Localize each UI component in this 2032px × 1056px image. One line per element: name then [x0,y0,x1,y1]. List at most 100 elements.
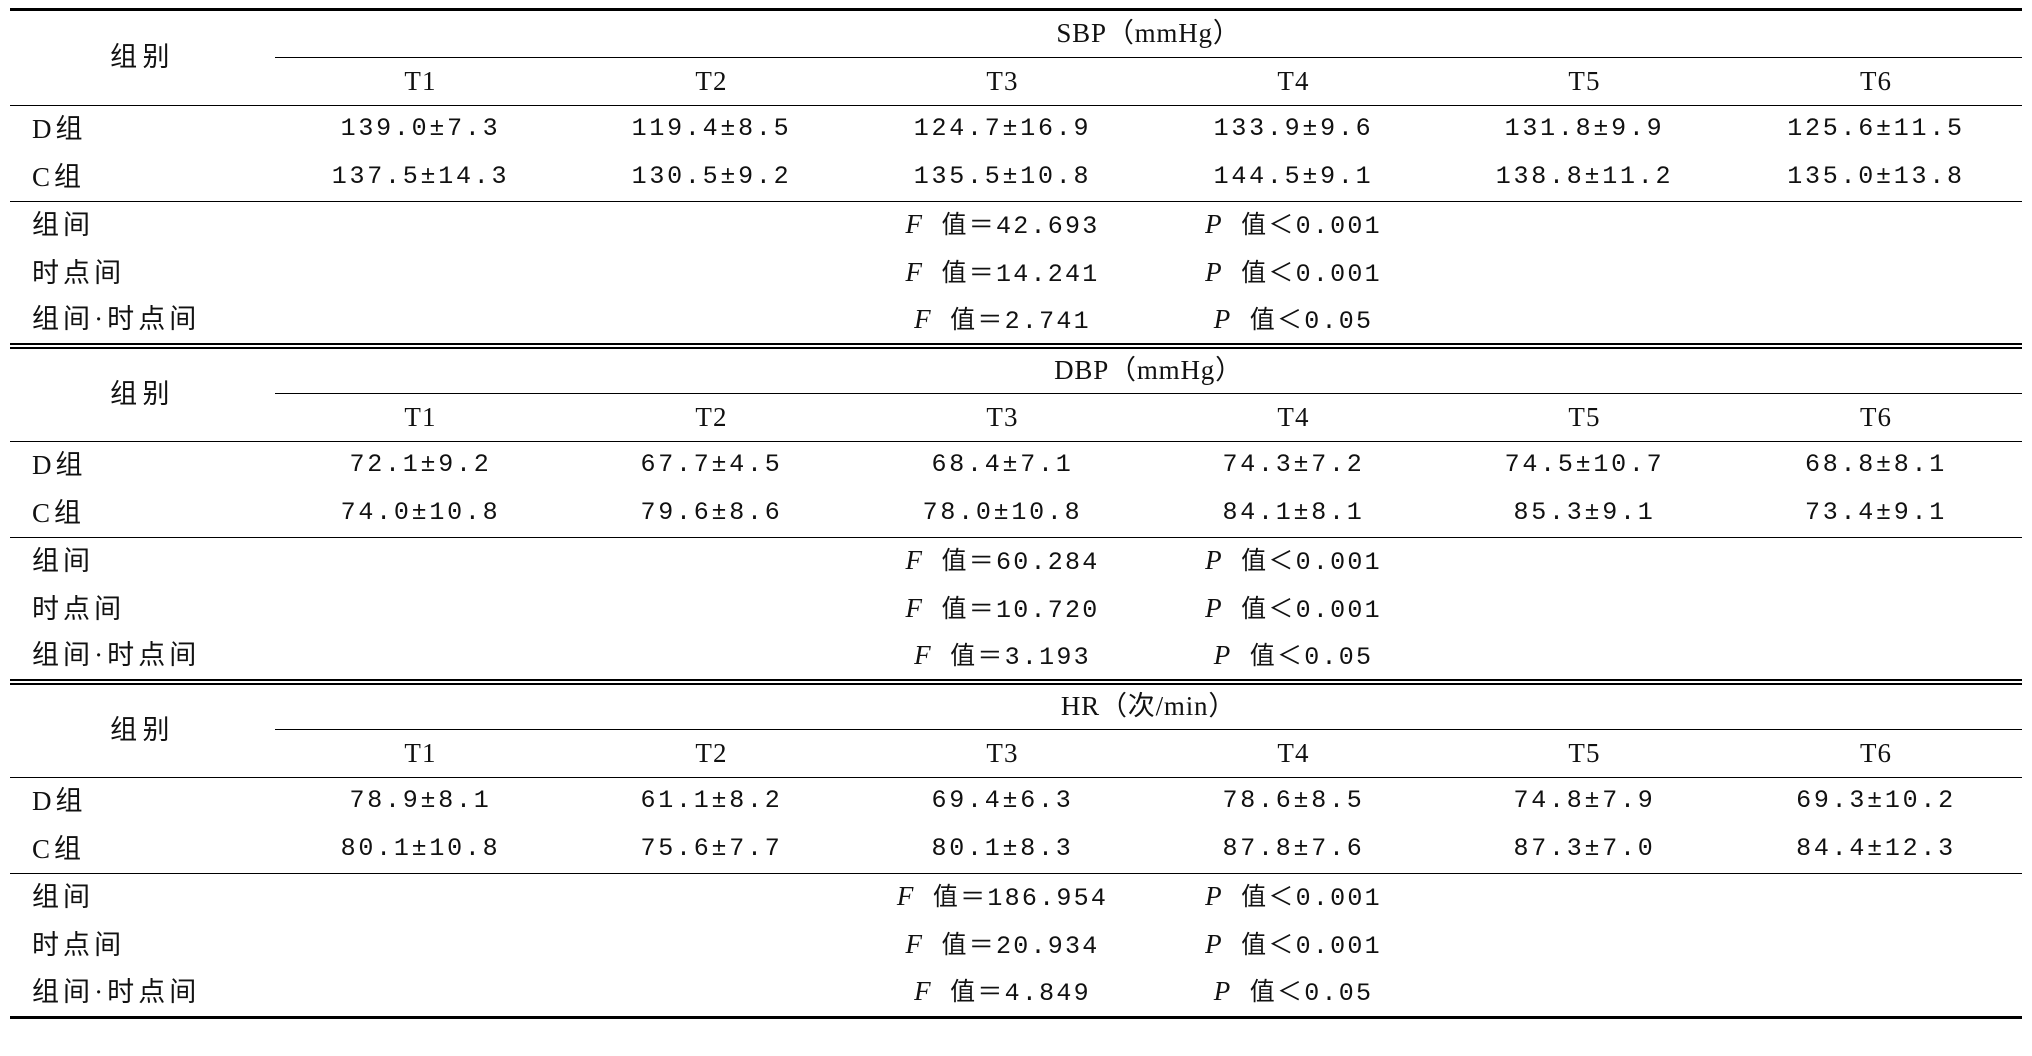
group-row: C组 74.0±10.8 79.6±8.6 78.0±10.8 84.1±8.1… [10,489,2023,538]
p-value: P 值＜0.001 [1205,593,1382,626]
empty-cell [1439,586,1730,634]
value-cell: 61.1±8.2 [640,786,783,816]
time-point-row: T1 T2 T3 T4 T5 T6 [10,57,2023,106]
value-cell: 80.1±8.3 [857,825,1148,874]
value-cell: 68.8±8.1 [1805,450,1948,480]
time-point-header: T5 [1439,57,1730,106]
value-cell: 68.4±7.1 [931,450,1074,480]
empty-cell [1439,922,1730,970]
empty-cell [566,297,857,349]
p-value: P 值＜0.05 [1148,633,1439,685]
time-point-header: T3 [857,729,1148,778]
header-row: 组别 DBP（mmHg） [10,345,2023,442]
time-point-header: T1 [275,729,566,778]
p-value: P 值＜0.05 [1148,969,1439,1019]
group-column-header: 组别 [10,345,275,442]
time-point-header: T1 [275,393,566,442]
value-cell: 84.1±8.1 [1148,489,1439,538]
empty-cell [1730,633,2023,685]
p-value: P 值＜0.05 [1148,297,1439,349]
empty-cell [566,586,857,634]
value-cell: 124.7±16.9 [913,114,1092,144]
empty-cell [275,297,566,349]
header-row: 组别 HR（次/min） [10,681,2023,778]
group-column-header: 组别 [10,681,275,778]
time-point-header: T4 [1148,729,1439,778]
empty-cell [566,969,857,1019]
empty-cell [275,969,566,1019]
f-value: F 值＝60.284 [905,545,1100,578]
group-row: C组 137.5±14.3 130.5±9.2 135.5±10.8 144.5… [10,153,2023,202]
value-cell: 84.4±12.3 [1730,825,2023,874]
empty-cell [566,538,857,586]
stat-row: 组间 F 值＝42.693 P 值＜0.001 [10,202,2022,250]
value-cell: 87.8±7.6 [1148,825,1439,874]
f-value: F 值＝14.241 [905,257,1100,290]
measure-header: HR（次/min） [275,681,2023,730]
dbp-block: 组别 DBP（mmHg） T1 T2 T3 T4 T5 T6 D组 72.1±9… [10,345,2023,685]
value-cell: 67.7±4.5 [640,450,783,480]
stat-row: 组间 F 值＝60.284 P 值＜0.001 [10,538,2022,586]
empty-cell [275,538,566,586]
stat-label: 组间 [32,546,95,577]
measure-header: DBP（mmHg） [275,345,2023,394]
empty-cell [566,250,857,298]
stat-label: 组间·时点间 [10,633,275,685]
value-cell: 144.5±9.1 [1148,153,1439,202]
measure-header: SBP（mmHg） [275,8,2023,58]
empty-cell [1730,250,2022,298]
f-value: F 值＝2.741 [857,297,1148,349]
value-cell: 74.8±7.9 [1513,786,1656,816]
group-column-header: 组别 [10,8,275,106]
empty-cell [1730,969,2023,1019]
group-label: C组 [10,489,275,538]
stat-row: 组间 F 值＝186.954 P 值＜0.001 [10,874,2022,922]
group-row: D组 78.9±8.1 61.1±8.2 69.4±6.3 78.6±8.5 7… [10,778,2022,826]
empty-cell [275,874,566,922]
value-cell: 80.1±10.8 [275,825,566,874]
empty-cell [275,633,566,685]
value-cell: 139.0±7.3 [340,114,501,144]
time-point-header: T5 [1439,729,1730,778]
empty-cell [1730,874,2022,922]
group-label: C组 [10,153,275,202]
sbp-block: 组别 SBP（mmHg） T1 T2 T3 T4 T5 T6 D组 139.0±… [10,8,2023,349]
empty-cell [1439,633,1730,685]
header-row: 组别 SBP（mmHg） [10,8,2023,106]
value-cell: 78.6±8.5 [1222,786,1365,816]
time-point-header: T4 [1148,393,1439,442]
stat-row: 时点间 F 值＝14.241 P 值＜0.001 [10,250,2022,298]
empty-cell [1439,874,1730,922]
value-cell: 78.0±10.8 [857,489,1148,538]
empty-cell [1439,202,1730,250]
p-value: P 值＜0.001 [1205,881,1382,914]
time-point-header: T2 [566,729,857,778]
f-value: F 值＝10.720 [905,593,1100,626]
time-point-header: T3 [857,393,1148,442]
value-cell: 87.3±7.0 [1439,825,1730,874]
group-label: D组 [32,786,87,817]
empty-cell [1439,250,1730,298]
time-point-header: T6 [1730,729,2023,778]
time-point-header: T4 [1148,57,1439,106]
f-value: F 值＝3.193 [857,633,1148,685]
value-cell: 133.9±9.6 [1213,114,1374,144]
time-point-header: T6 [1730,57,2023,106]
empty-cell [566,633,857,685]
group-row: D组 72.1±9.2 67.7±4.5 68.4±7.1 74.3±7.2 7… [10,442,2022,490]
value-cell: 135.5±10.8 [857,153,1148,202]
f-value: F 值＝42.693 [905,209,1100,242]
empty-cell [566,922,857,970]
value-cell: 74.3±7.2 [1222,450,1365,480]
empty-cell [275,922,566,970]
stat-label: 组间·时点间 [10,297,275,349]
value-cell: 72.1±9.2 [349,450,492,480]
value-cell: 69.4±6.3 [931,786,1074,816]
empty-cell [566,874,857,922]
value-cell: 131.8±9.9 [1504,114,1665,144]
p-value: P 值＜0.001 [1205,929,1382,962]
f-value: F 值＝20.934 [905,929,1100,962]
empty-cell [1439,297,1730,349]
data-table: 组别 SBP（mmHg） T1 T2 T3 T4 T5 T6 D组 139.0±… [10,8,2023,1019]
time-point-header: T2 [566,57,857,106]
